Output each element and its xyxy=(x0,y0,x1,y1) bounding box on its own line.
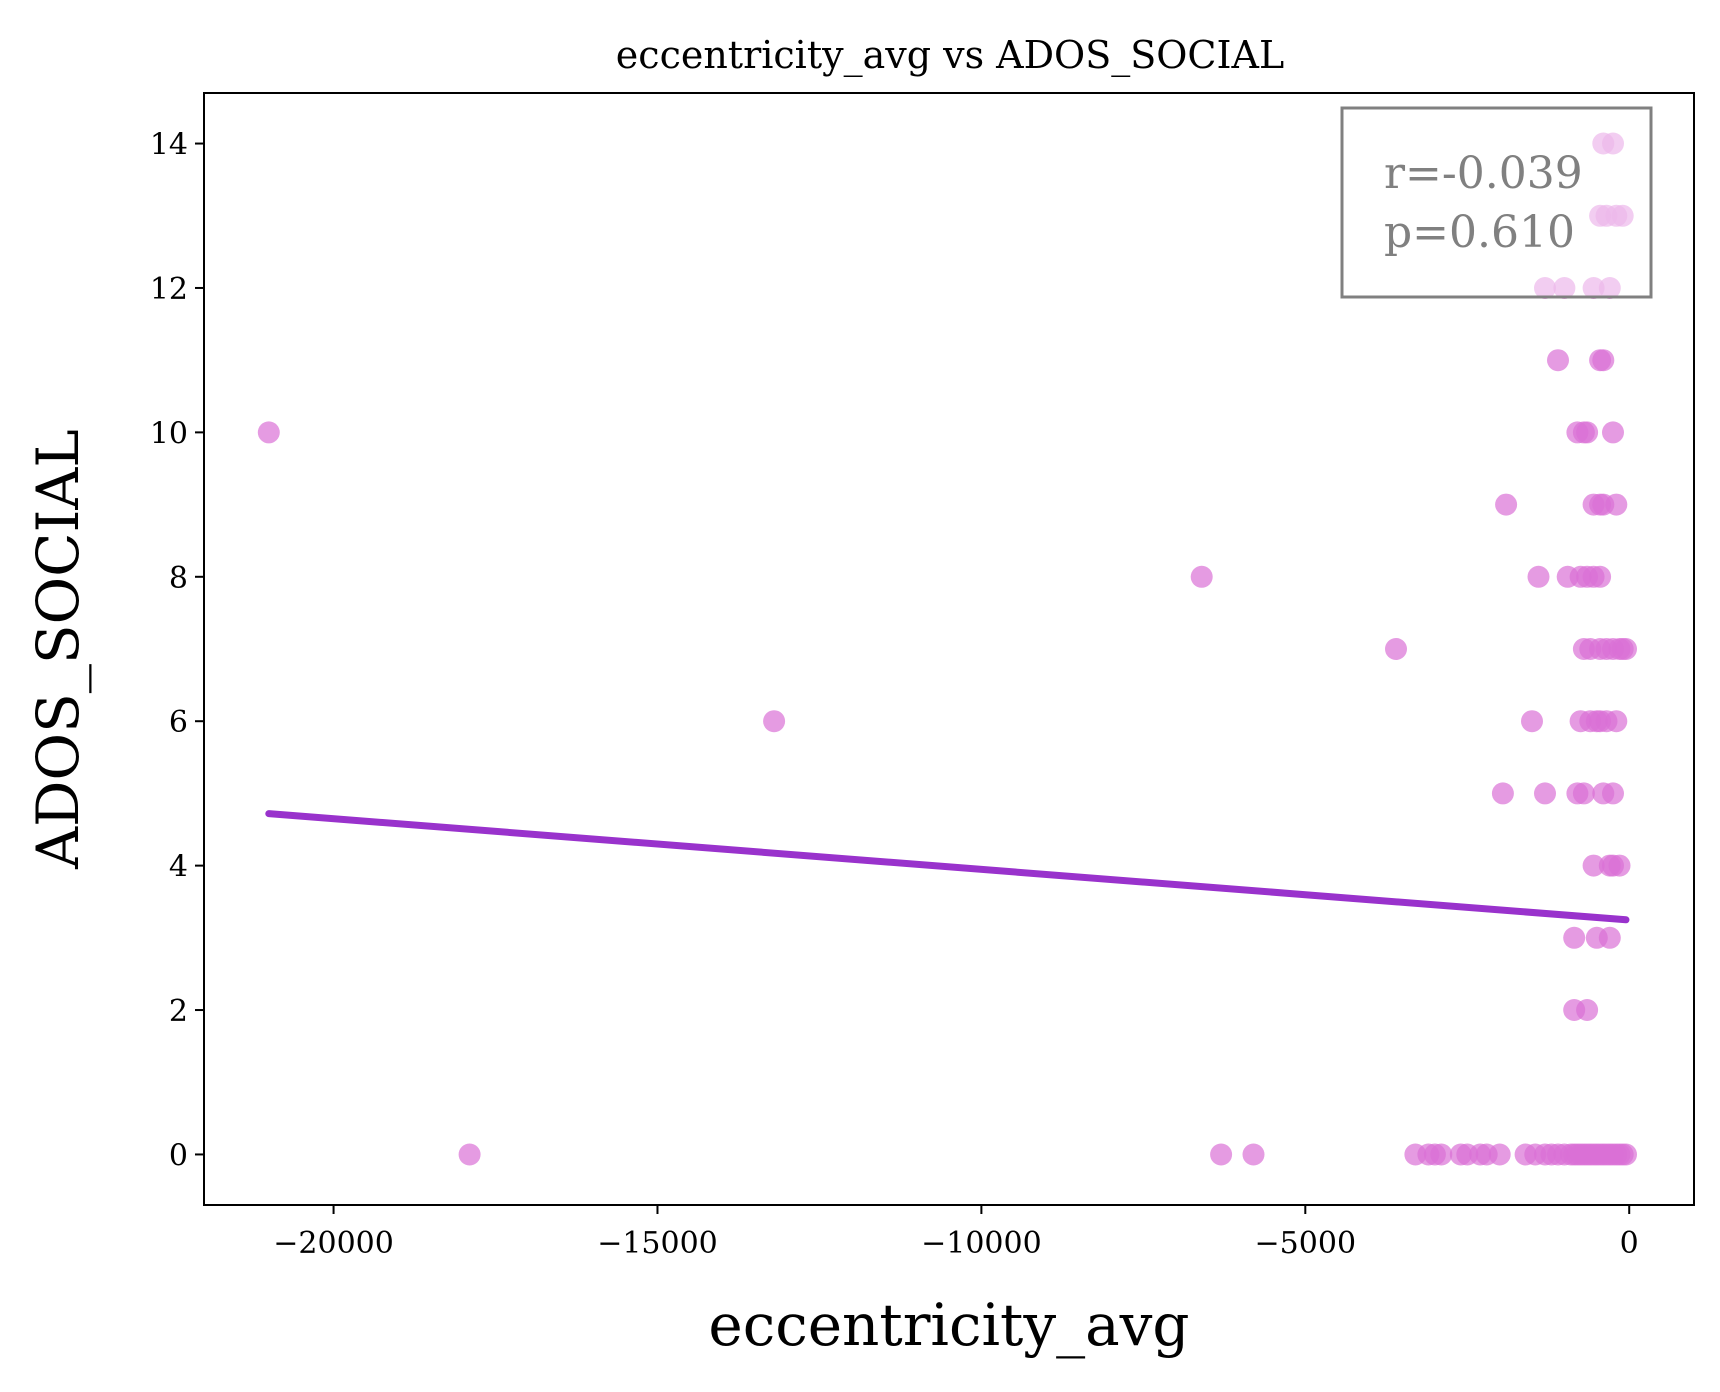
x-axis-label: eccentricity_avg xyxy=(708,1291,1189,1359)
scatter-point xyxy=(257,421,280,444)
x-tick-label: 0 xyxy=(1620,1226,1639,1261)
scatter-point xyxy=(1430,1143,1453,1166)
scatter-point xyxy=(458,1143,481,1166)
x-tick-label: −20000 xyxy=(273,1226,394,1261)
stats-p-value: p=0.610 xyxy=(1384,207,1575,258)
scatter-point xyxy=(1242,1143,1265,1166)
x-tick-label: −15000 xyxy=(597,1226,718,1261)
scatter-point xyxy=(1190,565,1213,588)
scatter-point xyxy=(1615,638,1637,660)
scatter-point xyxy=(1527,565,1550,588)
y-tick-label: 12 xyxy=(150,272,188,307)
y-tick-label: 6 xyxy=(169,705,188,740)
y-tick-label: 14 xyxy=(150,128,188,163)
x-tick-label: −10000 xyxy=(921,1226,1042,1261)
x-axis: −20000 −15000 −10000 −5000 0 xyxy=(273,1205,1639,1261)
scatter-point xyxy=(1598,926,1621,949)
scatter-point xyxy=(1605,493,1628,516)
chart-title: eccentricity_avg vs ADOS_SOCIAL xyxy=(616,33,1284,78)
scatter-point xyxy=(1547,349,1569,372)
scatter-point xyxy=(1605,710,1628,733)
y-tick-label: 2 xyxy=(169,994,188,1029)
y-axis: 0 2 4 6 8 10 12 14 xyxy=(150,128,204,1173)
scatter-point xyxy=(1576,999,1599,1021)
scatter-point xyxy=(1592,349,1615,372)
scatter-point xyxy=(1563,926,1586,949)
scatter-point xyxy=(1602,782,1624,805)
y-tick-label: 8 xyxy=(169,561,188,596)
scatter-point xyxy=(1608,854,1631,877)
y-tick-label: 4 xyxy=(169,850,188,885)
stats-box xyxy=(1340,106,1653,299)
y-axis-label: ADOS_SOCIAL xyxy=(24,429,92,870)
scatter-point xyxy=(1576,421,1599,444)
scatter-point xyxy=(1589,565,1612,588)
scatter-point xyxy=(1491,782,1514,805)
scatter-point xyxy=(1210,1143,1233,1166)
stats-annotation: r=-0.039 p=0.610 xyxy=(1340,106,1653,299)
scatter-point xyxy=(1602,421,1624,444)
y-tick-label: 0 xyxy=(169,1138,188,1173)
x-tick-label: −5000 xyxy=(1255,1226,1356,1261)
scatter-point xyxy=(763,710,786,733)
plot-area-frame xyxy=(203,92,1695,1206)
scatter-point xyxy=(1572,782,1595,805)
scatter-point xyxy=(1495,493,1518,516)
scatter-point xyxy=(1534,782,1556,805)
scatter-point xyxy=(1488,1143,1511,1166)
stats-r-value: r=-0.039 xyxy=(1384,148,1583,199)
scatter-point xyxy=(1385,638,1407,660)
y-tick-label: 10 xyxy=(150,416,188,451)
scatter-point xyxy=(1521,710,1543,733)
scatter-point xyxy=(1615,1143,1637,1166)
regression-line xyxy=(265,810,1630,924)
scatter-point xyxy=(1582,854,1605,877)
data-points xyxy=(257,132,1637,1166)
